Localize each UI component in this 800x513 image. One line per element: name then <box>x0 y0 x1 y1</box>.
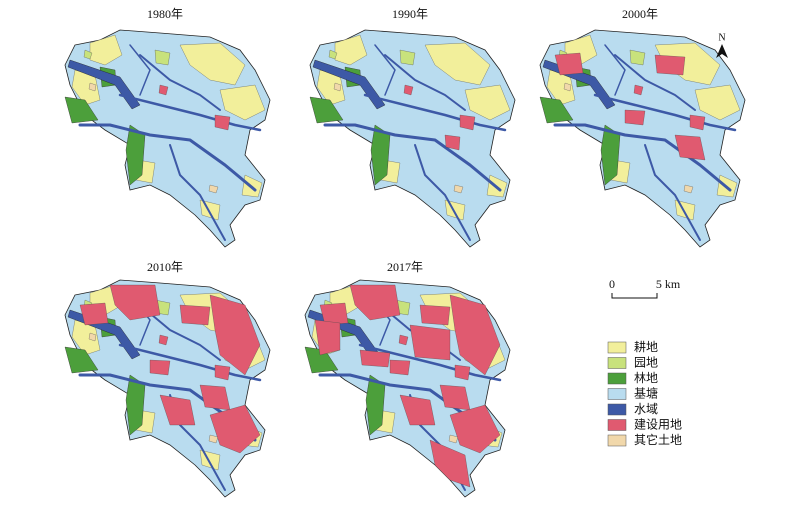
legend-label: 其它土地 <box>634 432 682 447</box>
legend-label: 耕地 <box>634 339 658 354</box>
map-2010 <box>63 278 272 499</box>
map-2017 <box>303 278 512 499</box>
legend-label: 园地 <box>634 355 658 369</box>
map-title: 1990年 <box>392 7 428 21</box>
map-2000 <box>538 28 747 249</box>
legend-label: 基塘 <box>634 385 658 400</box>
legend-swatch <box>607 419 627 431</box>
map-title: 2010年 <box>147 260 183 274</box>
legend-label: 水域 <box>634 402 658 416</box>
scale-start: 0 <box>609 277 615 291</box>
map-1980 <box>63 28 272 249</box>
legend-swatch <box>607 357 627 369</box>
legend-label: 建设用地 <box>634 417 682 431</box>
map-1990 <box>308 28 517 249</box>
map-title: 2017年 <box>387 260 423 274</box>
scale-bar: 0 5 km <box>609 277 681 299</box>
legend-swatch <box>607 388 627 400</box>
legend-swatch <box>607 341 627 354</box>
legend-swatch <box>607 372 627 385</box>
map-title: 2000年 <box>622 7 658 21</box>
legend-swatch <box>607 403 627 416</box>
north-label: N <box>718 32 725 43</box>
map-title: 1980年 <box>147 7 183 21</box>
scale-end: 5 km <box>656 277 681 291</box>
legend-swatch <box>607 434 627 447</box>
legend-label: 林地 <box>634 371 658 385</box>
north-arrow: N <box>716 32 728 58</box>
